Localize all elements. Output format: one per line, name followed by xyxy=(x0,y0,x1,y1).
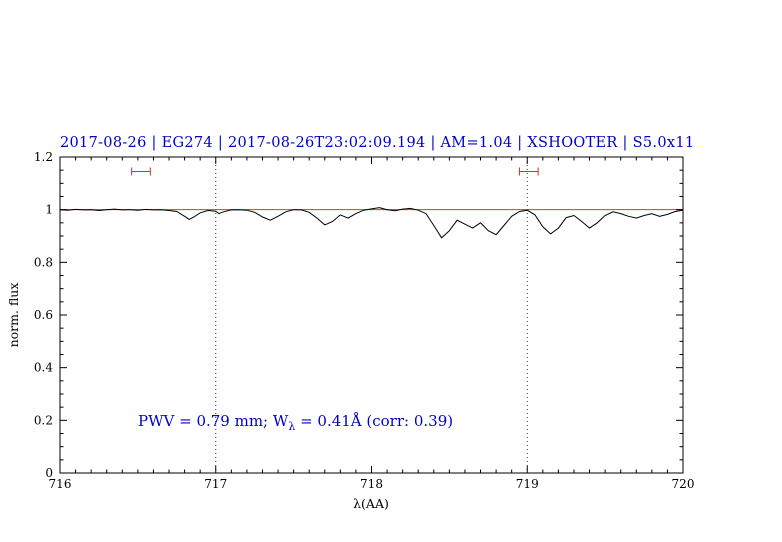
pwv-annotation: PWV = 0.79 mm; Wλ = 0.41Å (corr: 0.39) xyxy=(138,412,453,433)
pwv-annotation-pre: PWV = 0.79 mm; W xyxy=(138,412,289,430)
x-axis-label: λ(AA) xyxy=(353,496,389,511)
x-tick-label: 717 xyxy=(204,477,227,491)
spectrum-line xyxy=(59,207,684,239)
y-tick-label: 0.4 xyxy=(34,361,53,375)
x-tick-label: 719 xyxy=(516,477,539,491)
y-tick-label: 0.2 xyxy=(34,413,53,427)
x-tick-label: 720 xyxy=(672,477,695,491)
plot-title: 2017-08-26 | EG274 | 2017-08-26T23:02:09… xyxy=(60,135,695,151)
x-tick-label: 718 xyxy=(360,477,383,491)
y-tick-label: 1.2 xyxy=(34,150,53,164)
y-tick-label: 0.6 xyxy=(34,308,53,322)
y-axis-label: norm. flux xyxy=(6,283,21,348)
pwv-annotation-lambda-subscript: λ xyxy=(288,420,296,433)
y-tick-label: 0 xyxy=(45,466,53,480)
y-tick-label: 1 xyxy=(45,203,53,217)
y-tick-label: 0.8 xyxy=(34,255,53,269)
pwv-annotation-post: = 0.41Å (corr: 0.39) xyxy=(295,412,454,430)
x-tick-label: 716 xyxy=(49,477,72,491)
plot-generated-layers: 716 717 718 719 720 0 0.2 0.4 0.6 0.8 1 1.2 xyxy=(34,150,695,491)
